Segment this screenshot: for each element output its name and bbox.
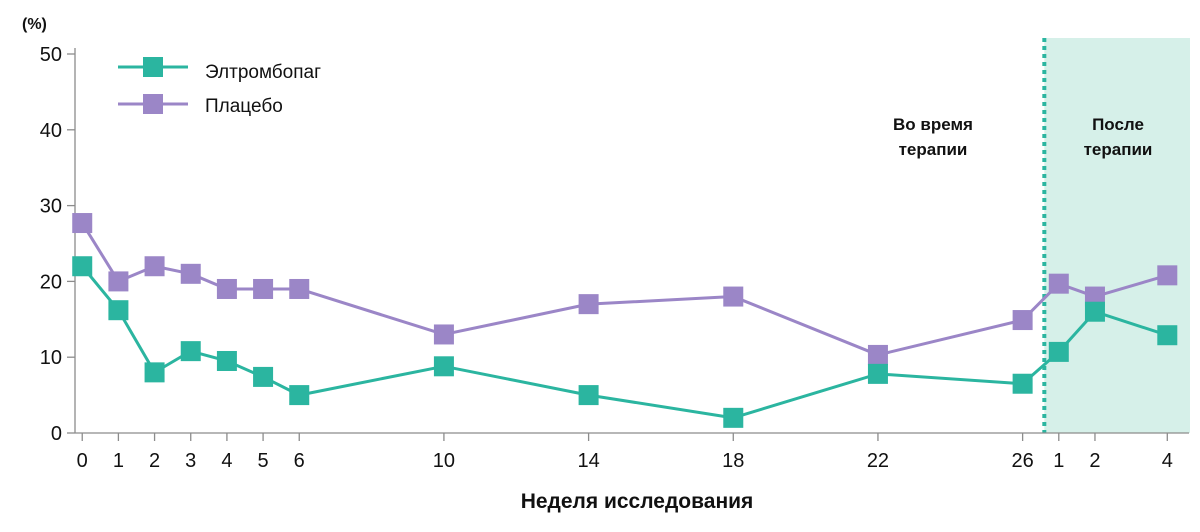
data-point-placebo bbox=[1012, 310, 1033, 331]
y-axis-unit-label: (%) bbox=[22, 16, 47, 33]
x-tick-label: 2 bbox=[1089, 450, 1100, 472]
series-eltrombopag bbox=[72, 256, 1178, 428]
series-line-placebo bbox=[80, 222, 1168, 357]
data-point-placebo bbox=[578, 294, 599, 315]
data-point-placebo bbox=[72, 213, 93, 234]
data-point-eltrombopag bbox=[1048, 341, 1069, 362]
y-tick-label: 40 bbox=[40, 120, 62, 142]
phase-during-line2: терапии bbox=[899, 140, 968, 159]
data-point-placebo bbox=[433, 324, 454, 345]
phase-after-line1: После bbox=[1092, 115, 1144, 134]
x-tick-label: 0 bbox=[77, 450, 88, 472]
x-tick-label: 6 bbox=[294, 450, 305, 472]
x-tick-label: 10 bbox=[433, 450, 455, 472]
legend: Элтромбопаг Плацебо bbox=[118, 57, 321, 117]
legend-label-eltrombopag: Элтромбопаг bbox=[205, 62, 321, 83]
x-tick-label: 3 bbox=[185, 450, 196, 472]
data-point-eltrombopag bbox=[1084, 301, 1105, 322]
data-point-eltrombopag bbox=[72, 256, 93, 277]
data-point-placebo bbox=[108, 271, 129, 292]
data-point-placebo bbox=[216, 278, 237, 299]
data-point-placebo bbox=[289, 278, 310, 299]
y-tick-label: 10 bbox=[40, 347, 62, 369]
data-point-eltrombopag bbox=[578, 385, 599, 406]
x-tick-label: 14 bbox=[577, 450, 599, 472]
data-point-eltrombopag bbox=[289, 385, 310, 406]
data-point-eltrombopag bbox=[144, 362, 165, 383]
x-tick-label: 22 bbox=[867, 450, 889, 472]
data-point-eltrombopag bbox=[1157, 325, 1178, 346]
data-point-placebo bbox=[1084, 286, 1105, 307]
x-tick-label: 4 bbox=[221, 450, 232, 472]
data-point-placebo bbox=[253, 278, 274, 299]
y-tick-label: 20 bbox=[40, 271, 62, 293]
data-point-placebo bbox=[1157, 265, 1178, 286]
x-tick-label: 18 bbox=[722, 450, 744, 472]
phase-during-line1: Во время bbox=[893, 115, 973, 134]
data-point-eltrombopag bbox=[433, 356, 454, 377]
data-point-eltrombopag bbox=[108, 300, 129, 321]
y-tick-label: 0 bbox=[51, 423, 62, 445]
data-point-placebo bbox=[180, 263, 201, 284]
x-tick-label: 1 bbox=[1053, 450, 1064, 472]
y-tick-label: 30 bbox=[40, 196, 62, 218]
data-point-eltrombopag bbox=[180, 341, 201, 362]
x-axis-ticks: 0 1 2 3 4 5 6 10 14 18 22 26 1 2 4 bbox=[77, 433, 1173, 472]
y-axis-ticks: 0 10 20 30 40 50 bbox=[40, 44, 75, 445]
phase-after-line2: терапии bbox=[1084, 140, 1153, 159]
x-axis-title: Неделя исследования bbox=[521, 490, 754, 513]
x-tick-label: 2 bbox=[149, 450, 160, 472]
data-point-eltrombopag bbox=[723, 407, 744, 428]
data-point-placebo bbox=[867, 344, 888, 365]
legend-label-placebo: Плацебо bbox=[205, 96, 283, 117]
axes: 0 10 20 30 40 50 0 1 2 3 4 5 6 10 14 18 22 26 1 2 4 bbox=[40, 44, 1189, 472]
y-tick-label: 50 bbox=[40, 44, 62, 66]
series-placebo bbox=[72, 213, 1178, 365]
data-point-placebo bbox=[1048, 273, 1069, 294]
data-point-placebo bbox=[723, 286, 744, 307]
x-tick-label: 5 bbox=[258, 450, 269, 472]
legend-marker-eltrombopag bbox=[143, 57, 163, 77]
x-tick-label: 1 bbox=[113, 450, 124, 472]
series-layer bbox=[72, 213, 1178, 428]
data-point-eltrombopag bbox=[1012, 373, 1033, 394]
post-therapy-shaded-region bbox=[1044, 38, 1190, 433]
data-point-eltrombopag bbox=[867, 363, 888, 384]
x-tick-label: 4 bbox=[1162, 450, 1173, 472]
data-point-eltrombopag bbox=[216, 350, 237, 371]
x-tick-label: 26 bbox=[1011, 450, 1033, 472]
legend-marker-placebo bbox=[143, 94, 163, 114]
data-point-eltrombopag bbox=[253, 366, 274, 387]
data-point-placebo bbox=[144, 256, 165, 277]
